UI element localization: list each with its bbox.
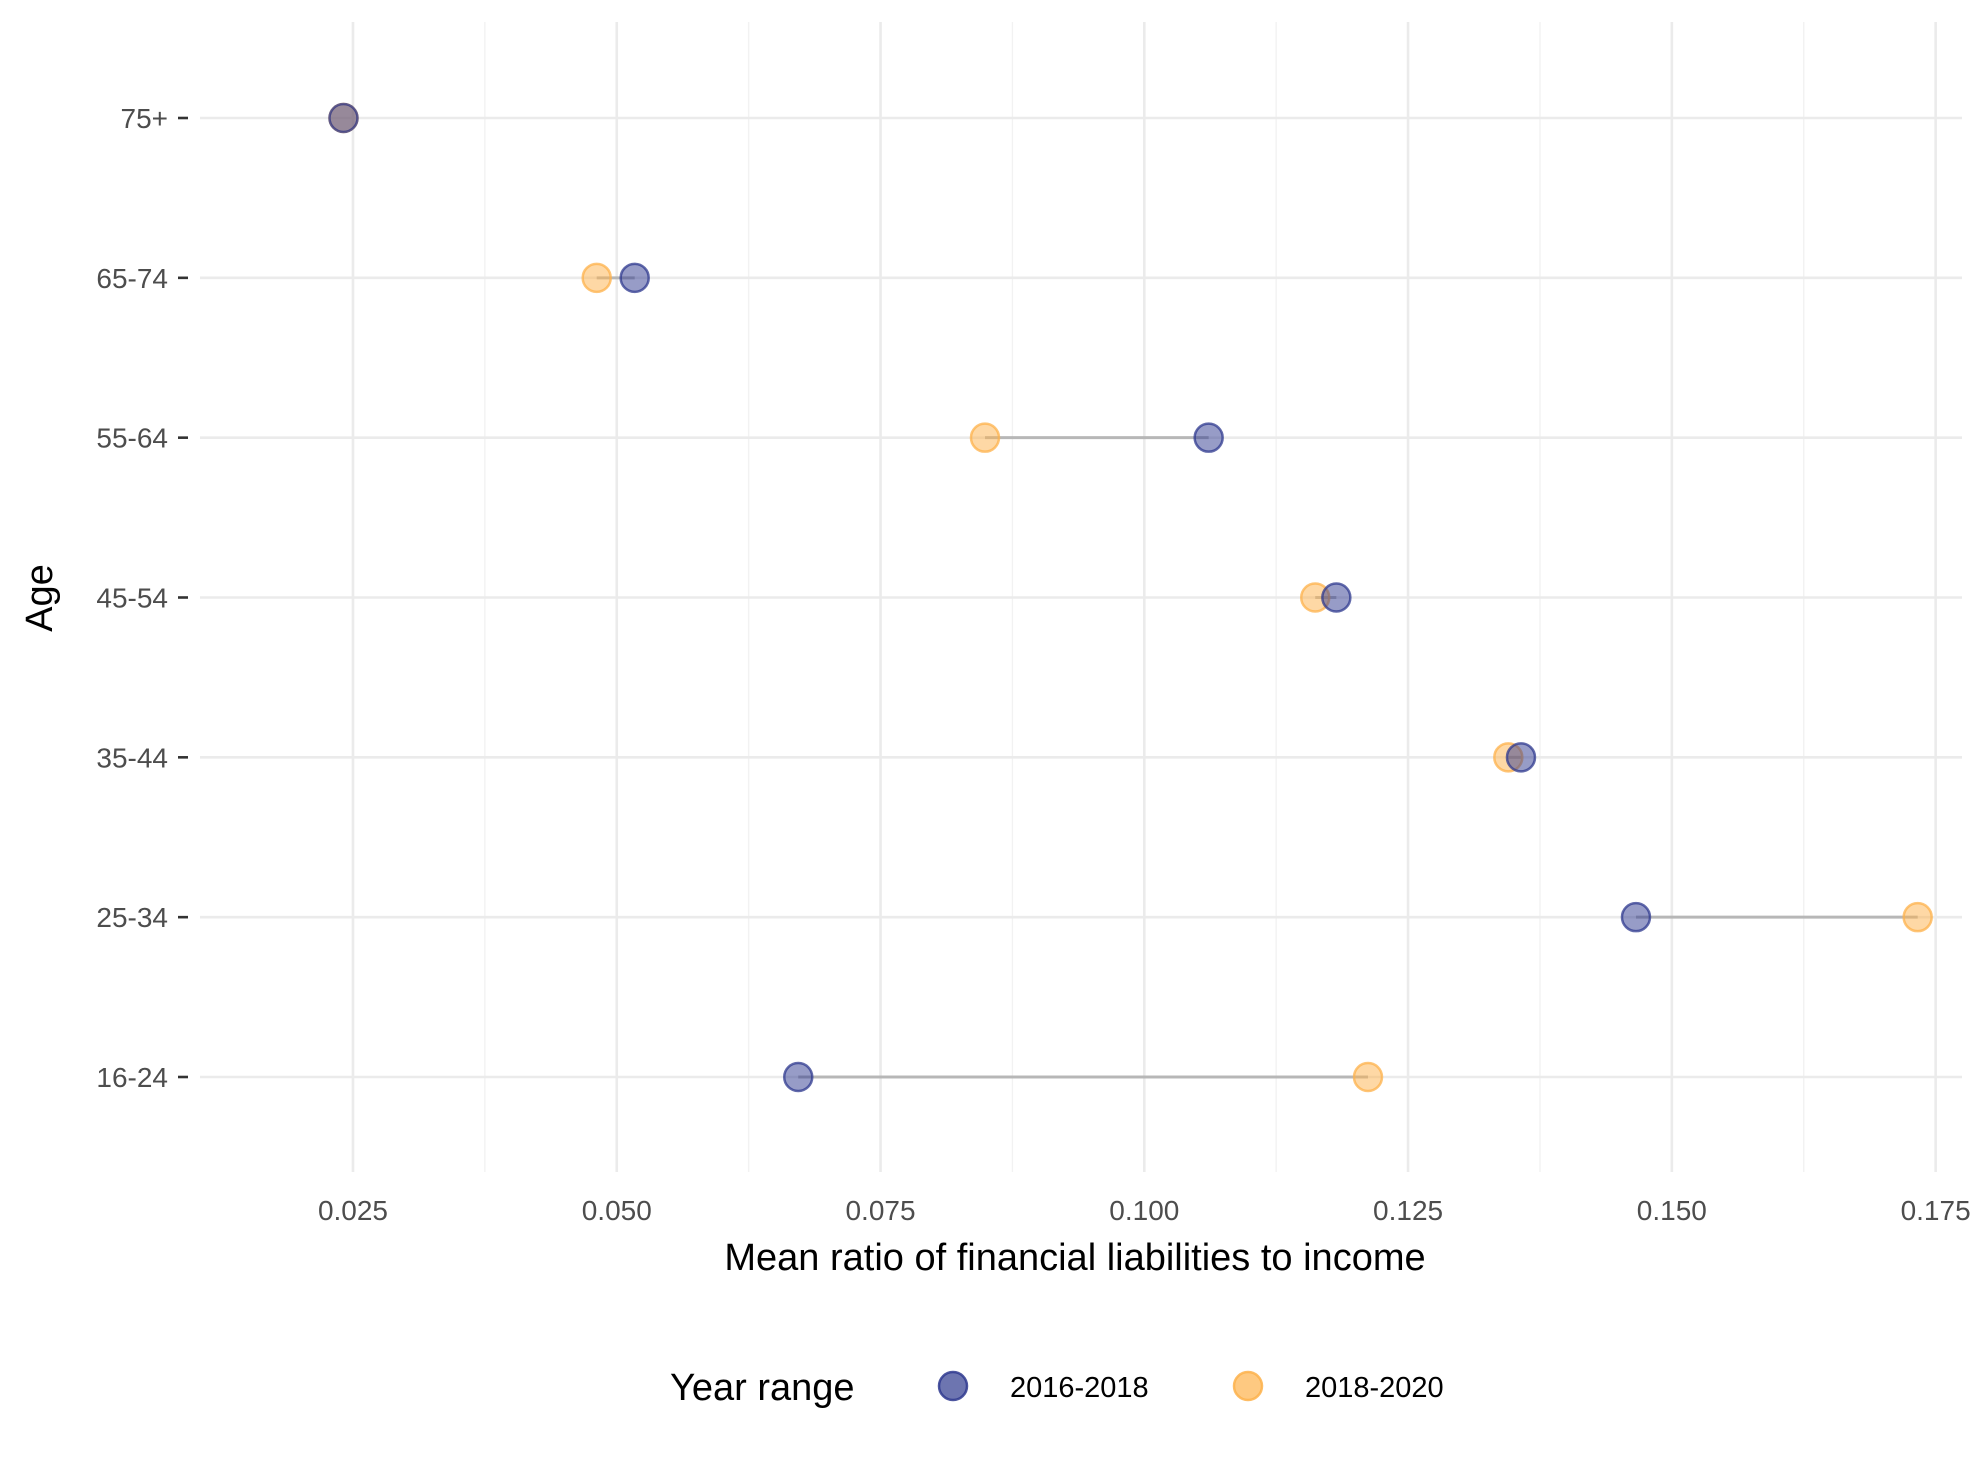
y-tick-label: 55-64 — [96, 423, 168, 454]
point-2016-2018 — [1193, 422, 1224, 453]
y-axis-title: Age — [19, 564, 61, 632]
point-2016-2018 — [1620, 901, 1652, 933]
point-2016-2018 — [1321, 582, 1352, 613]
data-points — [328, 102, 1933, 1093]
legend-label: 2018-2020 — [1305, 1372, 1444, 1404]
x-tick-label: 0.075 — [845, 1195, 915, 1226]
point-2016-2018 — [782, 1061, 814, 1093]
x-tick-label: 0.050 — [582, 1195, 652, 1226]
grid — [200, 22, 1962, 1172]
legend-key-2018-2020 — [1232, 1370, 1264, 1402]
x-tick-label: 0.100 — [1109, 1195, 1179, 1226]
point-2018-2020 — [1352, 1061, 1384, 1093]
x-axis-title: Mean ratio of financial liabilities to i… — [724, 1237, 1425, 1279]
x-tick-label: 0.025 — [318, 1195, 388, 1226]
y-tick-label: 45-54 — [96, 583, 168, 614]
axes: 0.025 0.050 0.075 0.100 0.125 0.150 0.175 16-24… — [96, 103, 1970, 1226]
point-2016-2018 — [619, 262, 650, 294]
y-tick-label: 35-44 — [96, 742, 168, 773]
legend-label: 2016-2018 — [1010, 1372, 1149, 1404]
point-2018-2020 — [969, 422, 1001, 453]
y-tick-label: 16-24 — [96, 1062, 168, 1093]
point-2018-2020 — [1902, 901, 1933, 933]
legend: Year range 2016-2018 2018-2020 — [670, 1367, 1444, 1409]
legend-items: 2016-2018 2018-2020 — [937, 1370, 1444, 1404]
y-tick-label: 75+ — [121, 103, 169, 134]
y-tick-label: 65-74 — [96, 263, 168, 294]
y-tick-label: 25-34 — [96, 902, 168, 933]
point-2016-2018 — [1505, 742, 1537, 773]
x-tick-label: 0.175 — [1901, 1195, 1971, 1226]
legend-title: Year range — [670, 1367, 855, 1409]
x-tick-label: 0.125 — [1373, 1195, 1443, 1226]
legend-key-2016-2018 — [937, 1370, 969, 1402]
point-2016-2018 — [328, 102, 359, 134]
x-tick-label: 0.150 — [1637, 1195, 1707, 1226]
point-2018-2020 — [581, 262, 612, 294]
